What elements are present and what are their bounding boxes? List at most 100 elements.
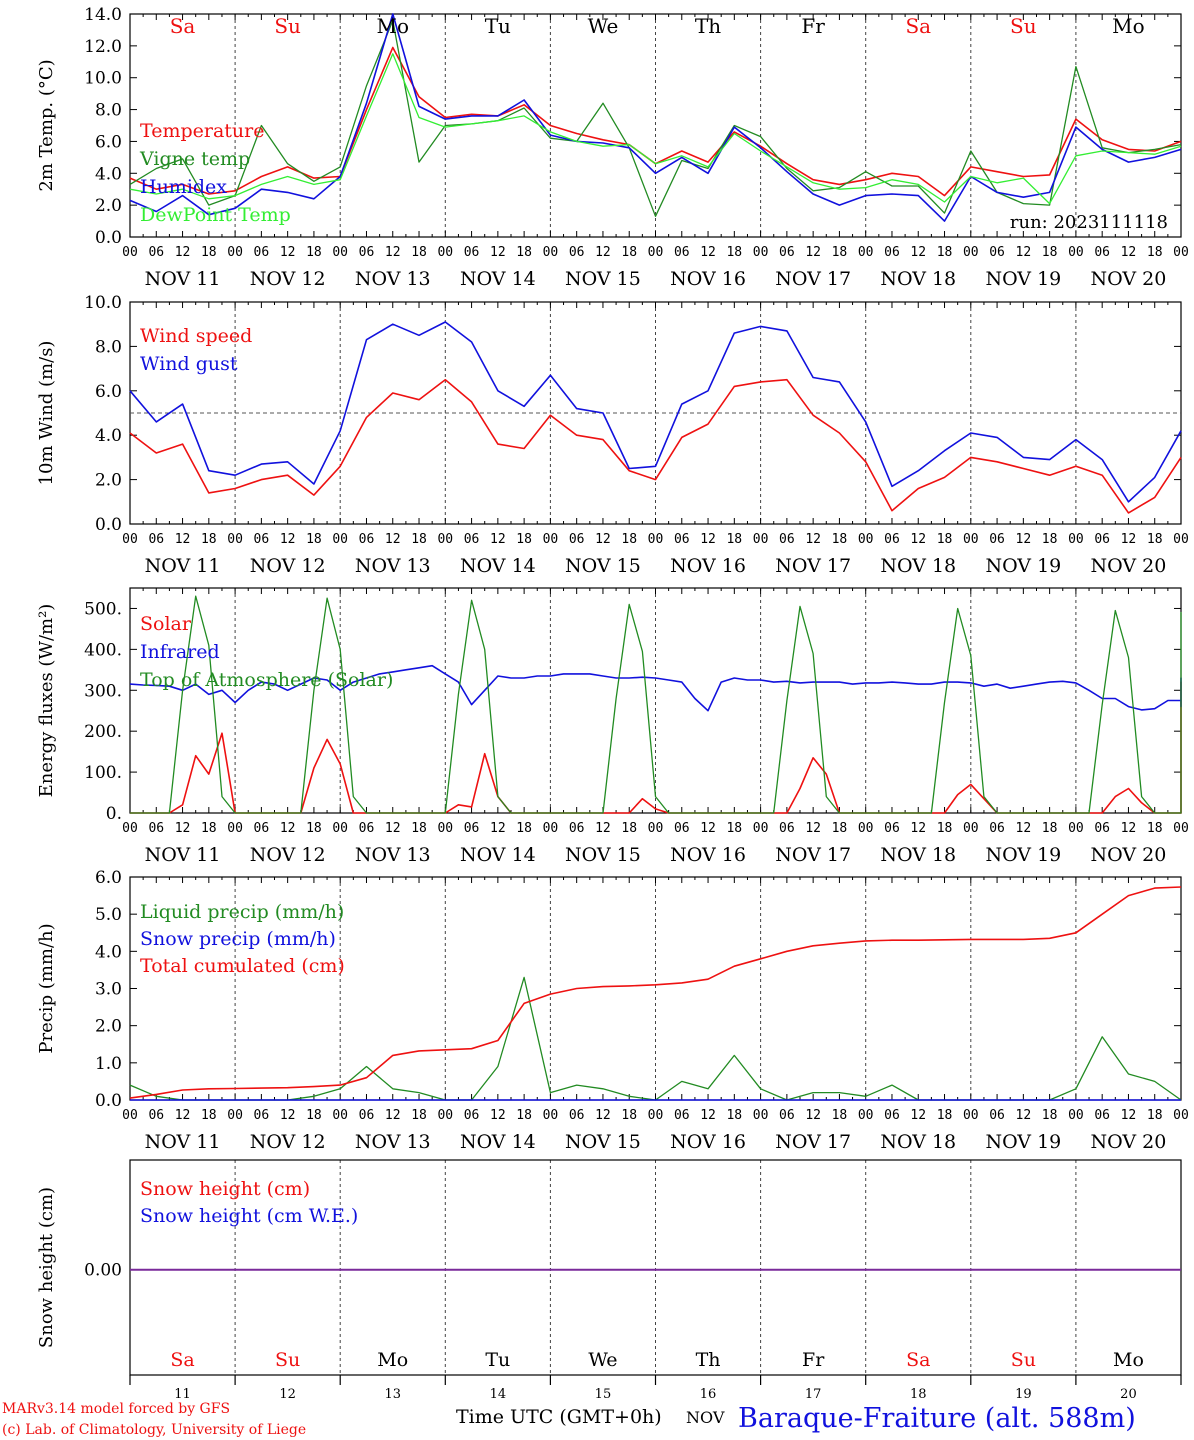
date-label: NOV 18 — [880, 555, 956, 577]
legend-entry: Vigne temp — [139, 148, 250, 170]
series-line-dewpoint-temp — [129, 53, 1182, 205]
date-label: NOV 11 — [145, 268, 221, 290]
hour-label: 06 — [674, 821, 690, 836]
hour-label: 06 — [254, 1108, 270, 1123]
hour-label: 18 — [411, 821, 427, 836]
legend-entry: Infrared — [140, 641, 220, 663]
weekday-label-bottom: Su — [275, 1349, 300, 1371]
weekday-label-bottom: Mo — [1113, 1349, 1144, 1371]
y-tick-label: 8.0 — [95, 337, 122, 357]
legend-entry: Wind speed — [140, 325, 252, 347]
hour-label: 12 — [280, 245, 296, 260]
hour-label: 18 — [621, 532, 637, 547]
credit-line-2: (c) Lab. of Climatology, University of L… — [2, 1422, 306, 1438]
series-line-humidex — [129, 13, 1182, 222]
hour-label: 00 — [753, 1108, 769, 1123]
hour-label: 12 — [805, 245, 821, 260]
hour-label: 12 — [385, 1108, 401, 1123]
hour-label: 12 — [910, 1108, 926, 1123]
hour-label: 18 — [937, 821, 953, 836]
hour-label: 00 — [648, 245, 664, 260]
hour-label: 12 — [700, 1108, 716, 1123]
hour-label: 00 — [1173, 245, 1189, 260]
date-label: NOV 19 — [985, 555, 1061, 577]
series-line-wind-gust — [129, 321, 1182, 503]
day-number-label: 11 — [174, 1387, 191, 1402]
date-label: NOV 17 — [775, 844, 851, 866]
chart-panel-2: 0.0 2.0 4.0 6.0 8.0 10.0 10m Wind (m/s) 00 06 12 1… — [36, 293, 1189, 577]
date-label: NOV 13 — [355, 1131, 431, 1153]
hour-label: 06 — [884, 1108, 900, 1123]
y-tick-label: 2.0 — [95, 196, 122, 216]
date-label: NOV 11 — [145, 555, 221, 577]
credit-line-1: MARv3.14 model forced by GFS — [2, 1401, 230, 1417]
hour-label: 06 — [464, 1108, 480, 1123]
hour-label: 18 — [201, 1108, 217, 1123]
hour-label: 12 — [805, 532, 821, 547]
hour-label: 12 — [385, 245, 401, 260]
weekday-label-bottom: Sa — [906, 1349, 930, 1371]
date-label: NOV 14 — [460, 555, 536, 577]
hour-label: 06 — [148, 532, 164, 547]
hour-label: 06 — [464, 821, 480, 836]
legend-entry: Snow height (cm) — [140, 1178, 310, 1200]
hour-label: 06 — [464, 245, 480, 260]
hour-label: 18 — [832, 1108, 848, 1123]
hour-label: 18 — [1042, 532, 1058, 547]
day-number-label: 15 — [595, 1387, 612, 1402]
hour-label: 06 — [884, 532, 900, 547]
hour-label: 12 — [595, 821, 611, 836]
series-line-vigne-temp — [129, 19, 1182, 217]
hour-label: 00 — [963, 821, 979, 836]
weekday-label-bottom: Mo — [377, 1349, 408, 1371]
hour-label: 12 — [280, 821, 296, 836]
legend-entry: Solar — [140, 613, 192, 635]
hour-label: 18 — [516, 245, 532, 260]
x-axis-title: Time UTC (GMT+0h) — [456, 1406, 662, 1428]
y-tick-label: 200. — [84, 722, 122, 742]
hour-label: 18 — [726, 1108, 742, 1123]
date-label: NOV 15 — [565, 1131, 641, 1153]
date-label: NOV 13 — [355, 268, 431, 290]
hour-label: 18 — [306, 821, 322, 836]
weekday-label-top: Sa — [905, 14, 931, 38]
date-label: NOV 17 — [775, 268, 851, 290]
y-tick-label: 0. — [106, 804, 122, 824]
hour-label: 00 — [1173, 821, 1189, 836]
weekday-label-bottom: Sa — [170, 1349, 194, 1371]
meteogram-panels: 0.0 2.0 4.0 6.0 8.0 10.0 12.0 14.0 2m Temp. (°C)… — [36, 5, 1189, 1402]
date-label: NOV 19 — [985, 1131, 1061, 1153]
y-tick-label: 4.0 — [95, 164, 122, 184]
legend-entry: Snow height (cm W.E.) — [140, 1205, 358, 1227]
hour-label: 18 — [832, 532, 848, 547]
hour-label: 06 — [359, 532, 375, 547]
hour-label: 18 — [516, 1108, 532, 1123]
hour-label: 12 — [280, 1108, 296, 1123]
date-label: NOV 16 — [670, 844, 746, 866]
hour-label: 18 — [306, 1108, 322, 1123]
y-tick-label: 14.0 — [84, 5, 122, 25]
hour-label: 00 — [122, 1108, 138, 1123]
weekday-label-bottom: Su — [1011, 1349, 1036, 1371]
weekday-label-bottom: Fr — [802, 1349, 825, 1371]
hour-label: 18 — [937, 1108, 953, 1123]
hour-label: 06 — [359, 821, 375, 836]
hour-label: 12 — [385, 532, 401, 547]
hour-label: 12 — [280, 532, 296, 547]
hour-label: 18 — [726, 821, 742, 836]
hour-label: 12 — [910, 245, 926, 260]
hour-label: 12 — [175, 1108, 191, 1123]
hour-label: 00 — [437, 1108, 453, 1123]
hour-label: 18 — [832, 821, 848, 836]
day-number-label: 14 — [490, 1387, 507, 1402]
hour-label: 18 — [1042, 1108, 1058, 1123]
hour-label: 06 — [674, 532, 690, 547]
hour-label: 00 — [1068, 821, 1084, 836]
date-label: NOV 14 — [460, 1131, 536, 1153]
hour-label: 12 — [490, 532, 506, 547]
hour-label: 00 — [648, 1108, 664, 1123]
hour-label: 18 — [1042, 821, 1058, 836]
date-label: NOV 12 — [250, 844, 326, 866]
hour-label: 18 — [621, 1108, 637, 1123]
y-tick-label: 100. — [84, 763, 122, 783]
